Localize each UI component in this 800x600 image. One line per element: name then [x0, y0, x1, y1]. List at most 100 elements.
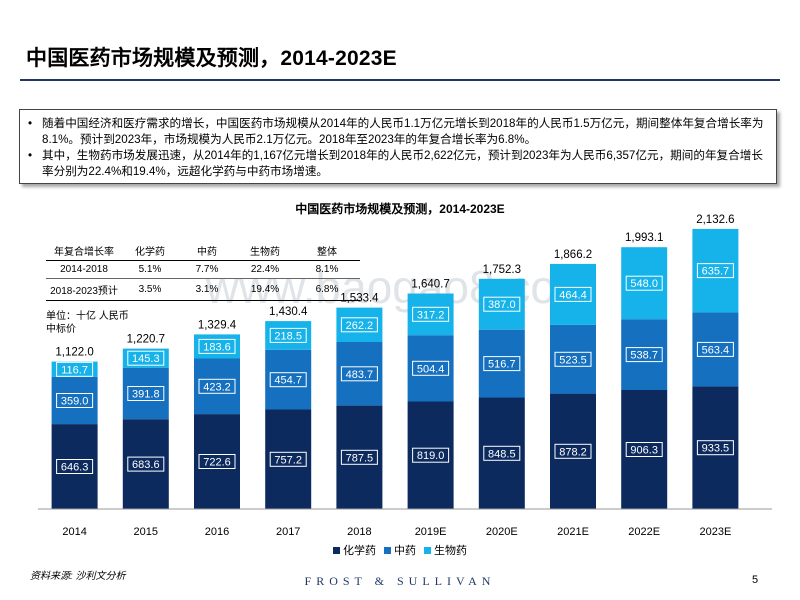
x-tick-label: 2017: [276, 526, 300, 538]
data-label: 646.3: [61, 462, 89, 474]
table-cell: 3.1%: [178, 278, 236, 301]
cagr-table: 年复合增长率 化学药 中药 生物药 整体 2014-2018 5.1% 7.7%…: [46, 241, 360, 301]
total-label: 2,132.6: [696, 214, 734, 226]
data-label-box: [198, 338, 236, 354]
data-label-box: [554, 443, 592, 459]
data-label: 183.6: [203, 341, 231, 353]
x-tick-label: 2019E: [415, 526, 447, 538]
brand-logo: FROST & SULLIVAN: [304, 574, 496, 588]
legend-swatch-chemical: [333, 546, 340, 554]
data-label: 391.8: [132, 389, 160, 401]
data-label: 454.7: [274, 375, 302, 387]
data-label-box: [696, 263, 734, 279]
data-label-box: [269, 451, 307, 467]
data-label-box: [625, 347, 663, 363]
data-label: 516.7: [488, 359, 516, 371]
table-cell: 6.8%: [294, 278, 360, 301]
data-label-box: [127, 350, 165, 366]
table-cell: 5.1%: [122, 260, 178, 279]
page-number: 5: [752, 574, 759, 586]
data-label-box: [56, 459, 94, 474]
data-label: 359.0: [61, 396, 89, 408]
data-label-box: [340, 317, 378, 333]
summary-bullet-text: 其中，生物药市场发展迅速，从2014年的1,167亿元增长到2018年的人民币2…: [42, 149, 763, 178]
data-label-box: [127, 456, 165, 472]
data-label: 504.4: [417, 363, 445, 375]
data-label-box: [412, 306, 450, 322]
bullet-dot: •: [28, 117, 33, 130]
data-label: 387.0: [488, 299, 516, 311]
x-tick-label: 2020E: [486, 526, 518, 538]
data-label: 563.4: [702, 344, 730, 356]
data-label: 317.2: [417, 309, 445, 321]
data-label: 683.6: [132, 459, 160, 471]
legend-label: 化学药: [343, 545, 376, 557]
data-label-box: [269, 327, 307, 343]
data-label-box: [56, 393, 94, 408]
x-tick-label: 2015: [134, 526, 158, 538]
summary-box: • 随着中国经济和医疗需求的增长，中国医药市场规模从2014年的人民币1.1万亿…: [19, 109, 777, 184]
legend-item: 化学药: [333, 542, 376, 558]
table-cell: 2018-2023预计: [46, 278, 122, 301]
table-cell: 8.1%: [294, 260, 360, 279]
table-header-cell: 整体: [294, 241, 360, 261]
x-tick-label: 2021E: [557, 526, 589, 538]
legend-swatch-tcm: [384, 546, 391, 554]
data-label-box: [696, 440, 734, 456]
legend-swatch-biologics: [424, 546, 431, 554]
data-label: 722.6: [203, 457, 231, 469]
x-tick-label: 2018: [347, 526, 371, 538]
data-label: 464.4: [559, 289, 587, 301]
summary-bullet: • 随着中国经济和医疗需求的增长，中国医药市场规模从2014年的人民币1.1万亿…: [28, 116, 770, 148]
total-label: 1,993.1: [625, 232, 663, 244]
x-tick-label: 2014: [62, 526, 86, 538]
data-label-box: [198, 454, 236, 469]
source-note: 资料来源: 沙利文分析: [30, 571, 126, 582]
data-label-box: [340, 366, 378, 382]
page-title: 中国医药市场规模及预测，2014-2023E: [26, 47, 397, 70]
table-row: 2018-2023预计 3.5% 3.1% 19.4% 6.8%: [46, 278, 360, 301]
table-row: 2014-2018 5.1% 7.7% 22.4% 8.1%: [46, 260, 360, 279]
legend-item: 生物药: [424, 542, 467, 558]
data-label-box: [696, 341, 734, 357]
total-label: 1,866.2: [554, 249, 592, 261]
data-label-box: [269, 372, 307, 388]
data-label: 848.5: [488, 448, 516, 460]
data-label: 757.2: [274, 454, 302, 466]
table-header-cell: 生物药: [236, 241, 294, 261]
title-divider: [20, 79, 780, 81]
chart-legend: 化学药 中药 生物药: [0, 542, 800, 558]
data-label: 523.5: [559, 354, 587, 366]
total-label: 1,220.7: [127, 334, 165, 346]
data-label: 548.0: [630, 278, 658, 290]
data-label: 423.2: [203, 381, 231, 393]
data-label-box: [554, 286, 592, 302]
total-label: 1,430.4: [269, 306, 308, 318]
data-label-box: [412, 447, 450, 463]
total-label: 1,752.3: [483, 264, 521, 276]
x-tick-label: 2023E: [699, 526, 731, 538]
data-label: 262.2: [346, 320, 374, 332]
data-label: 116.7: [61, 364, 88, 376]
data-label: 933.5: [702, 443, 730, 455]
data-label: 819.0: [417, 450, 445, 462]
total-label: 1,640.7: [411, 279, 449, 291]
table-cell: 19.4%: [236, 278, 294, 301]
data-label-box: [483, 296, 521, 312]
table-header-cell: 中药: [178, 241, 236, 261]
table-header-cell: 年复合增长率: [46, 241, 122, 261]
data-label-box: [127, 386, 165, 401]
data-label: 635.7: [702, 266, 730, 278]
x-tick-label: 2022E: [628, 526, 660, 538]
table-cell: 2014-2018: [46, 260, 122, 279]
table-cell: 3.5%: [122, 278, 178, 301]
data-label-box: [625, 275, 663, 291]
data-label: 787.5: [346, 452, 374, 464]
data-label-box: [340, 449, 378, 465]
data-label: 878.2: [559, 446, 587, 458]
data-label-box: [483, 356, 521, 372]
data-label-box: [412, 360, 450, 376]
summary-bullet: • 其中，生物药市场发展迅速，从2014年的1,167亿元增长到2018年的人民…: [28, 148, 770, 180]
table-cell: 22.4%: [236, 260, 294, 279]
bullet-dot: •: [28, 149, 33, 162]
